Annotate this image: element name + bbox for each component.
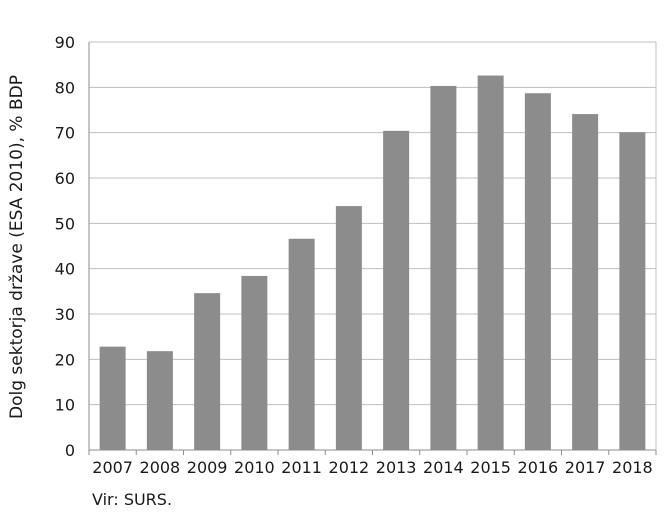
bar-2011 xyxy=(288,238,315,450)
x-tick-label: 2013 xyxy=(376,458,417,477)
x-tick-label: 2015 xyxy=(470,458,511,477)
x-tick-label: 2017 xyxy=(565,458,606,477)
x-tick-label: 2009 xyxy=(187,458,228,477)
x-tick-label: 2007 xyxy=(92,458,133,477)
source-note: Vir: SURS. xyxy=(92,490,173,509)
x-tick-label: 2011 xyxy=(281,458,322,477)
axes xyxy=(88,42,657,455)
bar-2008 xyxy=(146,351,173,450)
bar-2017 xyxy=(572,114,599,450)
bar-2014 xyxy=(430,85,457,451)
bars xyxy=(99,75,646,451)
y-tick-label: 0 xyxy=(65,441,75,460)
x-tick-labels: 2007 2008 2009 2010 2011 2012 2013 2014 2015 2016… xyxy=(92,458,652,477)
bar-2012 xyxy=(335,206,362,450)
x-tick-label: 2010 xyxy=(234,458,275,477)
y-tick-label: 40 xyxy=(55,260,75,279)
x-tick-label: 2012 xyxy=(329,458,370,477)
bar-2016 xyxy=(524,93,551,450)
gridlines xyxy=(89,41,656,406)
bar-2009 xyxy=(194,293,221,450)
y-tick-labels: 0 10 20 30 40 50 60 70 80 90 xyxy=(55,33,75,460)
x-tick-label: 2008 xyxy=(140,458,181,477)
bar-2018 xyxy=(619,132,646,451)
y-tick-label: 10 xyxy=(55,396,75,415)
y-tick-label: 50 xyxy=(55,214,75,233)
bar-2007 xyxy=(99,346,126,450)
y-axis-title: Dolg sektorja države (ESA 2010), % BDP xyxy=(7,75,27,419)
y-tick-label: 30 xyxy=(55,305,75,324)
y-tick-label: 80 xyxy=(55,78,75,97)
bar-2010 xyxy=(241,275,268,450)
x-tick-label: 2014 xyxy=(423,458,464,477)
y-tick-label: 60 xyxy=(55,169,75,188)
y-tick-label: 90 xyxy=(55,33,75,52)
bar-2013 xyxy=(383,130,410,450)
x-tick-label: 2016 xyxy=(518,458,559,477)
y-tick-label: 20 xyxy=(55,350,75,369)
x-tick-label: 2018 xyxy=(612,458,653,477)
y-tick-label: 70 xyxy=(55,124,75,143)
bar-2015 xyxy=(477,75,504,451)
